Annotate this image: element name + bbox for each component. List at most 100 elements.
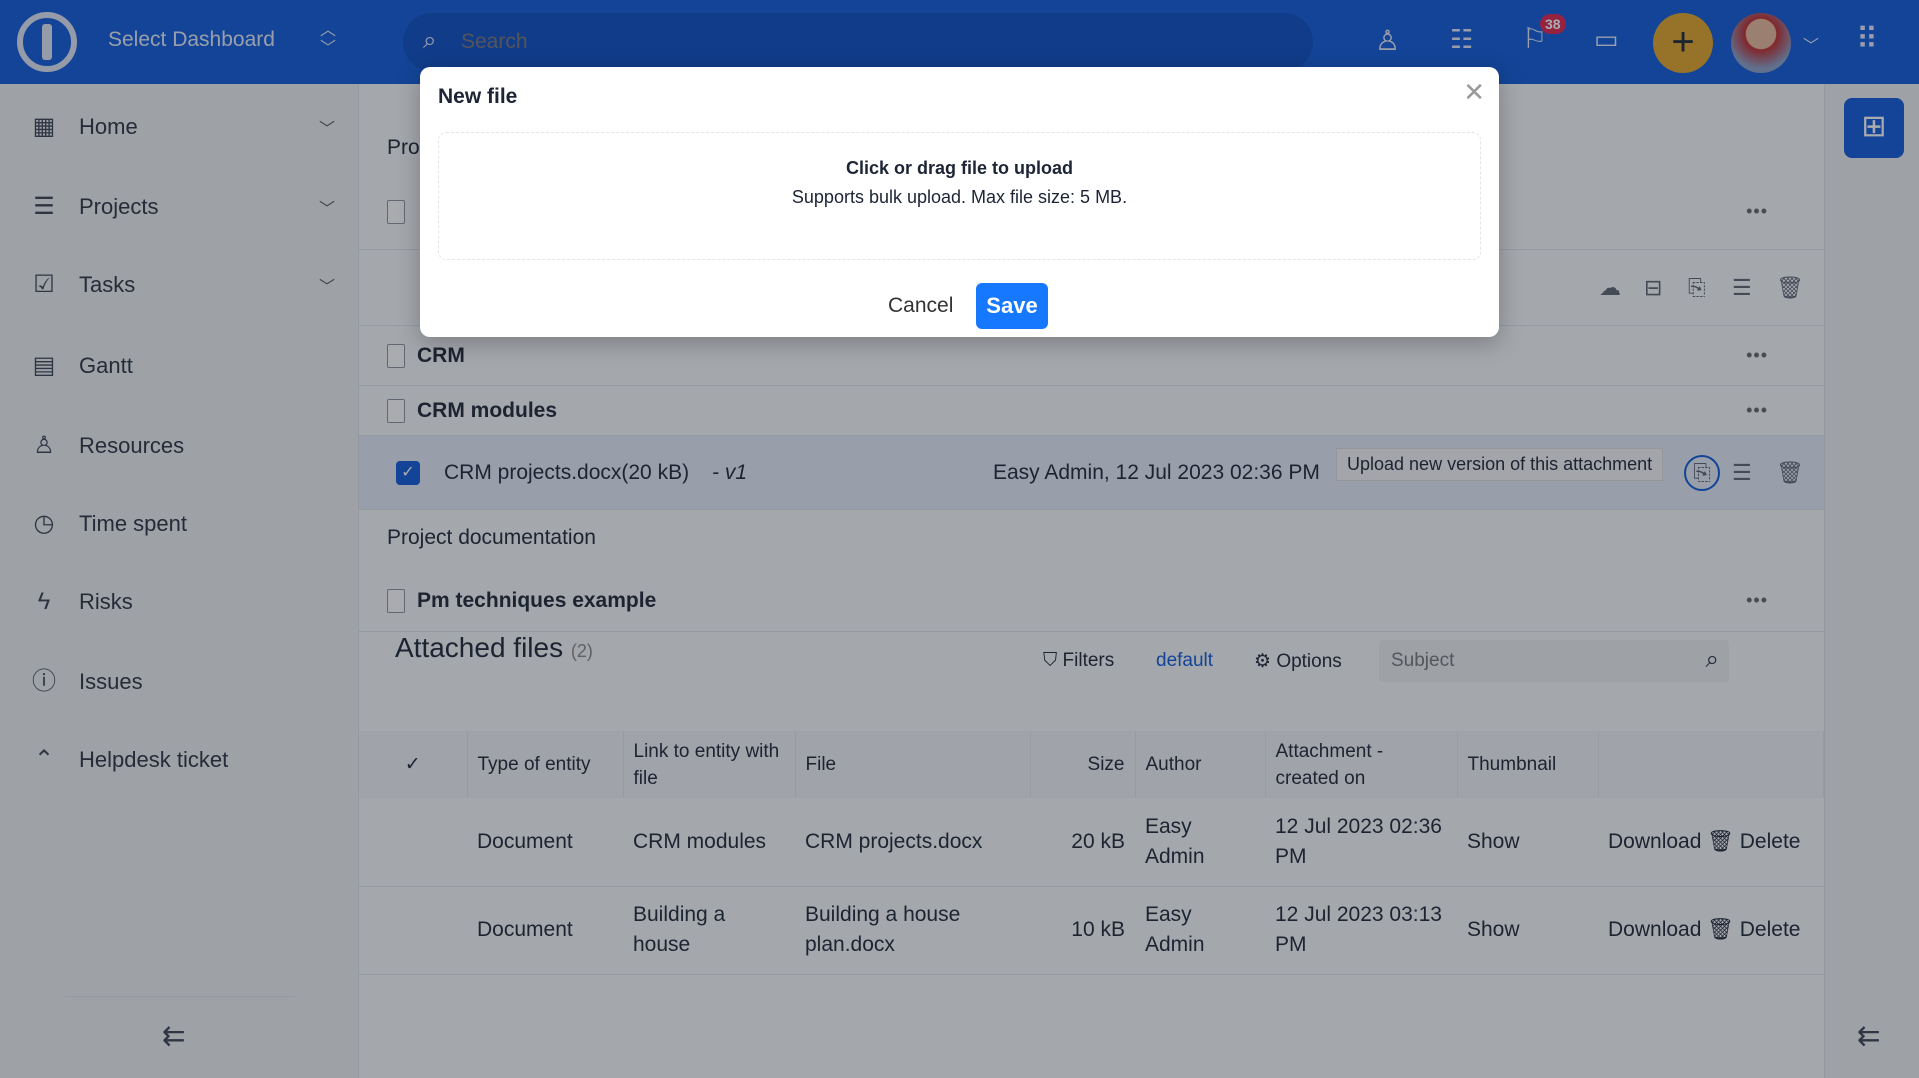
- show-thumbnail-link[interactable]: Show: [1467, 918, 1520, 941]
- list-item[interactable]: CRM modules •••: [359, 386, 1824, 436]
- sidebar-item-resources[interactable]: ♙ Resources: [0, 416, 359, 476]
- tasks-icon: ☑: [33, 271, 55, 298]
- cell-file[interactable]: Building a house plan.docx: [805, 903, 961, 956]
- file-checkbox[interactable]: ✓: [396, 460, 420, 485]
- col-created[interactable]: Attachment - created on: [1265, 731, 1458, 798]
- sidebar-item-risks[interactable]: ϟ Risks: [0, 572, 359, 632]
- drop-title: Click or drag file to upload: [845, 158, 1074, 178]
- selected-file-row[interactable]: ✓ CRM projects.docx(20 kB) - v1 Easy Adm…: [359, 436, 1824, 510]
- clock-icon: ◷: [33, 510, 55, 537]
- right-rail: ⊞ ⇇: [1824, 84, 1919, 1078]
- show-thumbnail-link[interactable]: Show: [1467, 829, 1520, 853]
- list-icon[interactable]: ☰: [1732, 274, 1752, 300]
- select-all-checkbox[interactable]: ✓: [359, 731, 468, 798]
- delete-link[interactable]: Delete: [1739, 829, 1801, 853]
- more-icon[interactable]: •••: [1746, 400, 1768, 420]
- default-filter-link[interactable]: default: [1156, 650, 1214, 671]
- sidebar-item-gantt[interactable]: ▤ Gantt: [0, 336, 359, 396]
- document-title[interactable]: Pm techniques example: [417, 588, 657, 612]
- search-input[interactable]: [461, 27, 1261, 57]
- cancel-button[interactable]: Cancel: [876, 283, 966, 329]
- trash-icon[interactable]: 🗑: [1707, 829, 1734, 853]
- alert-icon: ⓘ: [32, 668, 56, 695]
- briefcase-icon[interactable]: ⊟: [1644, 274, 1663, 300]
- upload-version-icon[interactable]: ⎘: [1684, 454, 1720, 491]
- calendar-icon[interactable]: ▭: [1594, 24, 1619, 54]
- filters-button[interactable]: ⛉ Filters: [1043, 650, 1115, 671]
- avatar[interactable]: [1731, 13, 1791, 73]
- list-item[interactable]: CRM •••: [359, 326, 1824, 386]
- file-icon: [387, 343, 405, 368]
- new-file-modal: New file ✕ Click or drag file to upload …: [420, 67, 1499, 337]
- add-button[interactable]: +: [1653, 13, 1713, 73]
- download-link[interactable]: Download: [1608, 918, 1702, 941]
- more-icon[interactable]: •••: [1746, 590, 1768, 610]
- more-icon[interactable]: •••: [1746, 345, 1768, 365]
- cell-link[interactable]: Building a house: [633, 903, 726, 956]
- collapse-rail-icon[interactable]: ⇇: [1857, 1020, 1881, 1051]
- sidebar-item-home[interactable]: ▦ Home ﹀: [0, 97, 359, 157]
- search-icon: ⌕: [423, 27, 437, 54]
- sidebar-item-issues[interactable]: ⓘ Issues: [0, 652, 359, 712]
- col-author[interactable]: Author: [1135, 731, 1266, 798]
- cloud-icon[interactable]: ☁: [1599, 274, 1621, 300]
- sidebar-item-label: Risks: [79, 589, 133, 614]
- drop-hint: Supports bulk upload. Max file size: 5 M…: [791, 187, 1128, 207]
- sidebar-item-projects[interactable]: ☰ Projects ﹀: [0, 177, 359, 237]
- col-link[interactable]: Link to entity with file: [623, 731, 796, 798]
- list-item[interactable]: Pm techniques example •••: [359, 570, 1824, 632]
- subject-input[interactable]: [1379, 640, 1679, 682]
- col-type[interactable]: Type of entity: [467, 731, 624, 798]
- select-dashboard[interactable]: Select Dashboard: [108, 28, 275, 51]
- trash-icon[interactable]: 🗑: [1776, 459, 1804, 485]
- divider: [65, 996, 295, 997]
- chevron-down-icon[interactable]: ﹀: [1803, 38, 1820, 55]
- projects-icon: ☰: [33, 193, 55, 220]
- trash-icon[interactable]: 🗑: [1707, 918, 1734, 941]
- notification-badge: 38: [1540, 14, 1566, 34]
- collapse-sidebar-icon[interactable]: ⇇: [162, 1020, 186, 1051]
- app-logo[interactable]: [17, 12, 77, 72]
- table-row: Document CRM modules CRM projects.docx 20 k…: [359, 798, 1824, 886]
- trash-icon[interactable]: 🗑: [1776, 274, 1804, 300]
- sidebar-item-tasks[interactable]: ☑ Tasks ﹀: [0, 255, 359, 315]
- sidebar-item-label: Helpdesk ticket: [79, 747, 229, 772]
- chevron-down-icon[interactable]: ﹀: [318, 279, 335, 296]
- user-icon[interactable]: ♙: [1375, 25, 1401, 56]
- close-icon[interactable]: ✕: [1463, 77, 1485, 107]
- cell-link[interactable]: CRM modules: [633, 829, 767, 853]
- file-drop-zone[interactable]: Click or drag file to upload Supports bu…: [438, 132, 1481, 260]
- upload-version-icon[interactable]: ⎘: [1688, 274, 1706, 300]
- search-box[interactable]: ⌕: [403, 13, 1313, 71]
- cell-created: 12 Jul 2023 03:13 PM: [1275, 903, 1442, 956]
- col-file[interactable]: File: [795, 731, 1031, 798]
- add-widget-button[interactable]: ⊞: [1844, 98, 1904, 158]
- save-button[interactable]: Save: [976, 283, 1048, 329]
- cell-file[interactable]: CRM projects.docx: [805, 829, 983, 853]
- col-size[interactable]: Size: [1030, 731, 1136, 798]
- cell-author: Easy Admin: [1145, 814, 1205, 868]
- folder-title[interactable]: CRM modules: [417, 398, 558, 422]
- options-button[interactable]: ⚙ Options: [1254, 651, 1342, 672]
- chevron-down-icon[interactable]: ﹀: [318, 201, 335, 218]
- search-icon[interactable]: ⌕: [1705, 646, 1719, 673]
- attached-files-title: Attached files (2): [395, 632, 593, 663]
- sidebar-item-label: Home: [79, 114, 138, 139]
- more-icon[interactable]: •••: [1746, 201, 1768, 221]
- subject-search[interactable]: ⌕: [1379, 640, 1729, 682]
- cell-created: 12 Jul 2023 02:36 PM: [1275, 814, 1442, 868]
- sidebar-item-helpdesk-ticket[interactable]: ⌃ Helpdesk ticket: [0, 730, 359, 790]
- delete-link[interactable]: Delete: [1739, 918, 1801, 941]
- checklist-icon[interactable]: ☷: [1450, 24, 1474, 54]
- cell-size: 10 kB: [1071, 918, 1125, 941]
- apps-grid-icon[interactable]: ⠿: [1856, 23, 1878, 56]
- chevron-down-icon[interactable]: ﹀: [318, 121, 335, 138]
- download-link[interactable]: Download: [1608, 829, 1702, 853]
- attached-count: (2): [570, 641, 593, 661]
- updown-chevron-icon[interactable]: ︿ ﹀: [320, 22, 337, 57]
- file-name[interactable]: CRM projects.docx(20 kB): [444, 460, 690, 484]
- folder-title[interactable]: CRM: [417, 343, 465, 367]
- list-icon[interactable]: ☰: [1732, 459, 1752, 485]
- sidebar-item-time-spent[interactable]: ◷ Time spent: [0, 494, 359, 554]
- file-icon: [387, 398, 405, 423]
